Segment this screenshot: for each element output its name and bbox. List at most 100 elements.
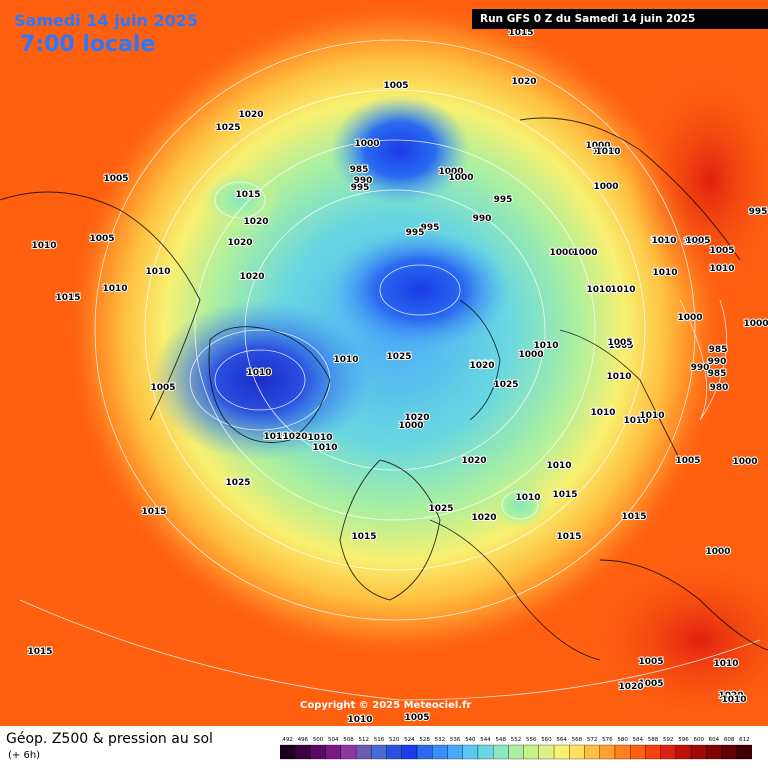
scale-tick-label: 528	[419, 737, 430, 743]
pressure-label: 1020	[461, 456, 486, 466]
run-info-banner: Run GFS 0 Z du Samedi 14 juin 2025	[472, 9, 768, 29]
scale-tick-label: 552	[511, 737, 522, 743]
forecast-map: 1015 1020 1005 1025 1020 1000 985 990 995 1000 100…	[0, 0, 768, 726]
scale-tick-label: 572	[587, 737, 598, 743]
pressure-label: 1010	[595, 147, 620, 157]
pressure-label: 995	[494, 195, 513, 205]
pressure-label: 980	[710, 383, 729, 393]
scale-tick-label: 548	[496, 737, 507, 743]
pressure-label: 990	[708, 357, 727, 367]
scale-tick-label: 504	[328, 737, 339, 743]
pressure-label: 1025	[386, 352, 411, 362]
alaska-anomaly	[200, 170, 280, 230]
pressure-label: 1025	[428, 504, 453, 514]
scale-tick-label: 536	[450, 737, 461, 743]
pressure-labels: 1015102010051025102010009859909951000100…	[26, 27, 768, 726]
scale-swatch	[371, 744, 387, 760]
pressure-label: 1025	[225, 478, 250, 488]
pressure-label: 1020	[227, 238, 252, 248]
map-title: Géop. Z500 & pression au sol	[6, 731, 213, 747]
pressure-label: 1000	[448, 173, 473, 183]
scale-swatch	[493, 744, 509, 760]
scale-swatch	[447, 744, 463, 760]
pressure-label: 1015	[27, 647, 52, 657]
greenland-low	[150, 300, 370, 460]
pressure-label: 995	[406, 228, 425, 238]
pressure-label: 1015	[621, 512, 646, 522]
pressure-label: 1010	[307, 433, 332, 443]
pressure-label: 995	[749, 207, 768, 217]
scale-swatch	[386, 744, 402, 760]
pressure-label: 1000	[518, 350, 543, 360]
pressure-label: 1020	[511, 77, 536, 87]
pressure-label: 1010	[709, 264, 734, 274]
pressure-label: 1010	[515, 493, 540, 503]
pacific-ridge	[630, 60, 768, 300]
pressure-label: 1010	[651, 236, 676, 246]
pressure-label: 1000	[592, 147, 617, 157]
pressure-label: 1010	[31, 241, 56, 251]
scale-tick-label: 604	[709, 737, 720, 743]
scale-swatch	[355, 744, 372, 760]
pressure-label: 1015	[508, 28, 533, 38]
pressure-label: 1000	[677, 313, 702, 323]
scale-tick-label: 584	[633, 737, 644, 743]
scale-swatch	[325, 744, 342, 760]
pressure-label: 1010	[606, 372, 631, 382]
scale-swatch	[553, 744, 570, 760]
pressure-label: 1015	[552, 490, 577, 500]
pressure-label: 1020	[282, 432, 307, 442]
pressure-label: 990	[473, 214, 492, 224]
africa-ridge	[580, 550, 768, 726]
pressure-label: 1000	[549, 248, 574, 258]
scale-swatch	[721, 744, 737, 760]
scale-swatch	[690, 744, 707, 760]
geopotential-map-canvas: 1015102010051025102010009859909951000100…	[0, 0, 768, 726]
pressure-label: 1010	[586, 285, 611, 295]
pressure-label: 1005	[683, 237, 708, 247]
pressure-label: 1010	[546, 461, 571, 471]
scale-tick-label: 516	[374, 737, 385, 743]
pressure-label: 1015	[141, 507, 166, 517]
scale-swatch	[295, 744, 311, 760]
pressure-label: 1025	[493, 380, 518, 390]
pressure-label: 985	[709, 345, 728, 355]
scale-tick-label: 568	[572, 737, 583, 743]
scale-tick-label: 544	[480, 737, 491, 743]
pressure-label: 1010	[639, 411, 664, 421]
color-scale: 492 496 500 504 508 512 516 520 524 528 532 536 540 5…	[280, 737, 752, 760]
pressure-label: 1015	[55, 293, 80, 303]
scale-tick-label: 560	[541, 737, 552, 743]
pressure-label: 1020	[239, 272, 264, 282]
pressure-label: 1015	[235, 190, 260, 200]
pressure-label: 1005	[608, 341, 633, 351]
scale-tick-label: 612	[739, 737, 750, 743]
pressure-label: 1010	[713, 659, 738, 669]
scale-tick-label: 520	[389, 737, 400, 743]
scale-tick-label: 524	[404, 737, 415, 743]
scale-tick-label: 540	[465, 737, 476, 743]
pressure-label: 1020	[618, 682, 643, 692]
pressure-label: 985	[708, 369, 727, 379]
pressure-label: 1000	[354, 139, 379, 149]
scale-tick-label: 596	[678, 737, 689, 743]
scale-tick-label: 592	[663, 737, 674, 743]
scale-swatch	[477, 744, 494, 760]
pressure-label: 1010	[652, 268, 677, 278]
scale-tick-label: 492	[282, 737, 293, 743]
pressure-label: 1005	[709, 246, 734, 256]
pressure-label: 1020	[718, 691, 743, 701]
pressure-label: 985	[350, 165, 369, 175]
siberian-trough	[330, 95, 470, 205]
pressure-label: 1000	[572, 248, 597, 258]
scale-swatch	[645, 744, 661, 760]
pressure-label: 1005	[150, 383, 175, 393]
scale-swatch	[340, 744, 357, 760]
scale-tick-label: 576	[602, 737, 613, 743]
pressure-label: 1000	[398, 421, 423, 431]
pressure-label: 1000	[732, 457, 757, 467]
pressure-label: 1010	[469, 360, 494, 370]
pressure-label: 1010	[623, 416, 648, 426]
scale-tick-label: 564	[556, 737, 567, 743]
pressure-label: 1015	[351, 532, 376, 542]
